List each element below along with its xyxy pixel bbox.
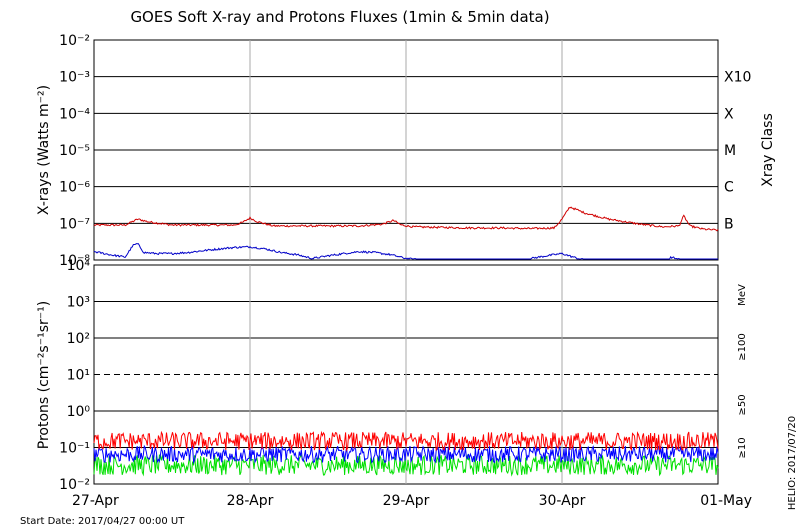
xray-class-label: M (724, 143, 736, 159)
proton-series-line-0 (93, 430, 719, 452)
proton-y-tick-label: 10⁰ (67, 404, 91, 420)
xray-y-tick-label: 10⁻⁴ (59, 106, 90, 122)
xray-class-axis-label: Xray Class (760, 113, 776, 187)
energy-legend: ≥10 ≥50 ≥100 (737, 333, 748, 458)
xray-class-label: C (724, 180, 734, 196)
xray-y-tick-label: 10⁻⁷ (59, 216, 90, 232)
xray-class-labels: B C M X X10 (724, 70, 751, 233)
xray-y-tick-label: 10⁻⁶ (59, 180, 90, 196)
xray-y-axis-label: X-rays (Watts m⁻²) (36, 85, 52, 215)
x-tick-label: 01-May (700, 493, 752, 509)
x-tick-label: 30-Apr (539, 493, 586, 509)
proton-y-tick-label: 10⁻² (59, 477, 90, 493)
proton-y-tick-label: 10⁴ (67, 258, 91, 274)
xray-y-tick-label: 10⁻² (59, 33, 90, 49)
proton-y-tick-label: 10¹ (67, 368, 90, 384)
x-tick-labels: 27-Apr 28-Apr 29-Apr 30-Apr 01-May (72, 493, 752, 509)
proton-y-axis-label: Protons (cm⁻²s⁻¹sr⁻¹) (36, 301, 52, 450)
proton-series-line-1 (93, 444, 719, 465)
start-date-label: Start Date: 2017/04/27 00:00 UT (20, 516, 185, 527)
xray-y-tick-label: 10⁻⁸ (59, 253, 90, 269)
xray-y-tick-label: 10⁻³ (59, 70, 90, 86)
energy-legend-label: ≥10 (737, 437, 748, 458)
xray-class-label: X10 (724, 70, 751, 86)
xray-series-group (93, 206, 719, 260)
energy-legend-label: ≥100 (737, 333, 748, 360)
proton-y-tick-labels: 10⁻² 10⁻¹ 10⁰ 10¹ 10² 10³ 10⁴ (59, 258, 90, 493)
xray-grid (94, 40, 718, 260)
xray-class-label: X (724, 106, 734, 122)
proton-series-line-2 (93, 453, 719, 477)
energy-legend-label: ≥50 (737, 394, 748, 415)
energy-unit-label: MeV (737, 284, 748, 306)
proton-y-tick-label: 10² (67, 331, 90, 347)
credit-label: HELIO: 2017/07/20 (787, 416, 798, 510)
proton-series-group (93, 430, 719, 477)
xray-class-label: B (724, 216, 734, 232)
x-tick-label: 29-Apr (383, 493, 430, 509)
proton-y-tick-label: 10³ (67, 295, 90, 311)
x-tick-label: 27-Apr (72, 493, 119, 509)
x-tick-label: 28-Apr (227, 493, 274, 509)
chart-title: GOES Soft X-ray and Protons Fluxes (1min… (130, 8, 549, 26)
xray-series-line-1 (93, 243, 718, 260)
xray-series-line-0 (93, 206, 719, 232)
xray-y-tick-labels: 10⁻⁸ 10⁻⁷ 10⁻⁶ 10⁻⁵ 10⁻⁴ 10⁻³ 10⁻² (59, 33, 90, 269)
proton-y-tick-label: 10⁻¹ (59, 441, 90, 457)
xray-y-tick-label: 10⁻⁵ (59, 143, 90, 159)
